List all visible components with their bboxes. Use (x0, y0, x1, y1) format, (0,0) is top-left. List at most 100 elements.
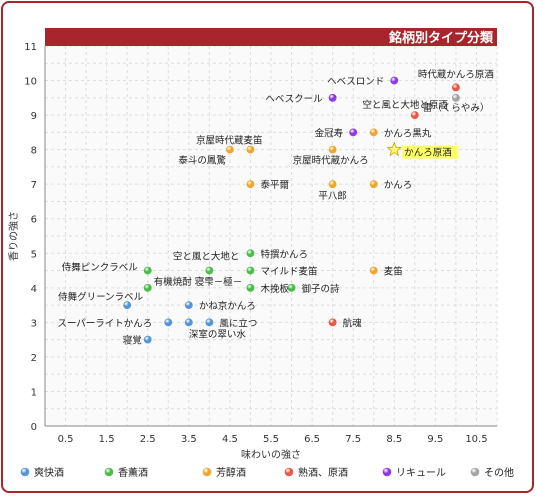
legend-label: 爽快酒 (34, 467, 64, 479)
legend-label: その他 (484, 466, 514, 479)
y-tick-label: 1 (31, 387, 37, 398)
data-point-label: 侍舞グリーンラベル (58, 291, 144, 303)
x-tick-label: 7.5 (345, 434, 361, 445)
y-tick-label: 2 (31, 353, 37, 364)
data-point (246, 283, 255, 292)
chart-title: 銘柄別タイプ分類 (389, 30, 494, 46)
data-point-label: ヘベスロンド (327, 77, 384, 88)
data-point-label: スーパーライトかんろ (57, 318, 152, 329)
scatter-chart: 銘柄別タイプ分類 0 1 2 3 4 5 6 7 8 9 10 11 0.5 1.5 2.5 3.5 4.5 5.5… (7, 28, 514, 479)
x-tick-label: 6.5 (304, 434, 320, 445)
data-point (328, 145, 337, 154)
data-point-label: 京屋時代蔵麦笛 (196, 135, 263, 147)
data-point-label: 特撰かんろ (260, 248, 308, 260)
data-point (246, 249, 255, 258)
legend-label: 香薫酒 (118, 466, 148, 479)
data-point (143, 335, 152, 344)
data-point-label: 侍舞ピンクラベル (62, 263, 139, 274)
y-tick-label: 5 (31, 249, 37, 260)
x-tick-label: 2.5 (140, 434, 156, 445)
data-point (328, 93, 337, 102)
data-point-label: 麦笛 (384, 266, 403, 278)
x-tick-label: 0.5 (58, 434, 74, 445)
legend-label: リキュール (396, 468, 446, 479)
data-point (349, 128, 358, 137)
data-point-label: 泰斗の鳳驚 (178, 155, 226, 167)
x-tick-label: 9.5 (427, 434, 443, 445)
title-band (45, 28, 497, 46)
data-point-label: 京屋時代蔵かんろ (293, 155, 369, 167)
data-point (226, 145, 234, 154)
x-tick-label: 3.5 (181, 434, 197, 445)
highlight-star (386, 141, 402, 157)
y-axis-label: 香りの強さ (7, 211, 20, 261)
y-tick-label: 0 (31, 422, 37, 433)
data-point-label: 時代蔵かんろ原酒 (418, 68, 495, 80)
y-tick-label: 7 (31, 180, 37, 191)
legend-marker (202, 467, 212, 477)
data-point (143, 283, 152, 292)
data-point-label: かんろ黒丸 (384, 127, 432, 139)
data-point (184, 318, 193, 327)
legend-label: 芳醇酒 (216, 466, 246, 479)
legend-marker (470, 467, 480, 477)
legend-marker (20, 467, 30, 477)
legend-marker (382, 467, 392, 477)
data-point-label: 空と風と大地と原酒 (362, 99, 448, 111)
data-point (246, 180, 255, 189)
x-tick-label: 1.5 (99, 434, 115, 445)
data-point (452, 93, 460, 102)
x-tick-label: 4.5 (222, 434, 238, 445)
data-point (369, 180, 378, 189)
data-point-label: 寝覚 (123, 335, 143, 347)
data-point (246, 145, 255, 154)
data-point (205, 266, 214, 275)
plot-area (45, 46, 497, 426)
data-point (123, 301, 132, 309)
data-point (410, 111, 419, 119)
data-point (369, 266, 378, 275)
x-tick-label: 5.5 (263, 434, 279, 445)
data-point-label: マイルド麦笛 (260, 266, 317, 278)
y-tick-label: 3 (31, 318, 37, 329)
data-point-label: ヘベスクール (265, 94, 323, 105)
y-tick-label: 11 (24, 42, 37, 53)
data-point-label: 深室の翠い水 (189, 328, 247, 340)
highlight-label: かんろ原酒 (404, 148, 452, 159)
data-point (143, 266, 152, 275)
data-point (328, 318, 337, 327)
data-point (287, 283, 296, 292)
data-point-label: かんろ (384, 180, 413, 191)
data-point-label: 平八郎 (318, 190, 347, 202)
data-point-label: 有機焼酎 寝雫－極－ (154, 276, 243, 288)
data-point-label: 木挽板 (260, 283, 289, 295)
y-tick-label: 4 (31, 284, 37, 295)
data-point-label: かね京かんろ (199, 300, 256, 312)
data-point (328, 180, 337, 189)
data-point (452, 83, 460, 92)
legend-label: 熟酒、原酒 (298, 466, 348, 479)
data-point (390, 76, 399, 85)
data-point (246, 266, 255, 275)
data-point-label: 雷（くらやみ） (423, 102, 490, 114)
data-point-label: 金冠寿 (315, 127, 344, 139)
data-point-label: 航魂 (343, 317, 363, 329)
y-tick-label: 10 (24, 77, 37, 88)
data-point (184, 301, 193, 309)
data-point-label: 泰平爾 (260, 179, 289, 191)
y-tick-label: 8 (31, 146, 37, 157)
data-point (164, 318, 173, 327)
x-axis-label: 味わいの強さ (241, 448, 301, 461)
data-point-label: 空と風と大地と (173, 251, 240, 263)
highlight-label-bg (402, 145, 459, 159)
x-tick-label: 8.5 (386, 434, 402, 445)
y-tick-label: 9 (31, 111, 37, 122)
legend-marker (284, 467, 294, 477)
legend-marker (104, 467, 114, 477)
y-tick-label: 6 (31, 215, 37, 226)
data-point (205, 318, 214, 327)
data-point-label: 風に立つ (219, 317, 257, 329)
x-tick-label: 10.5 (465, 434, 487, 445)
data-point (369, 128, 378, 137)
